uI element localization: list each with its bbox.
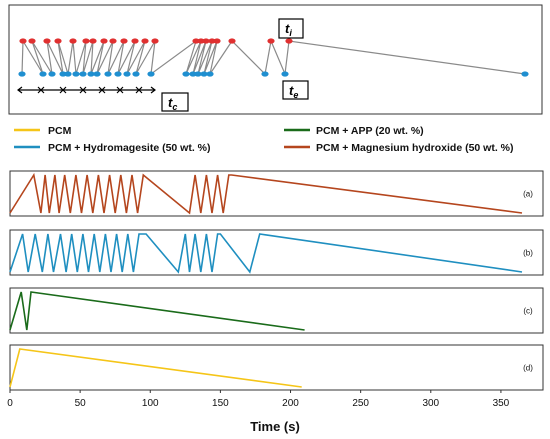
schematic-top-dot bbox=[192, 38, 200, 44]
schematic-top-dot bbox=[19, 38, 27, 44]
legend-item-pcm: PCM bbox=[14, 125, 72, 137]
schematic-top-dot bbox=[202, 38, 210, 44]
legend-label-mg-hydroxide: PCM + Magnesium hydroxide (50 wt. %) bbox=[316, 142, 514, 154]
schematic-bottom-dot bbox=[79, 71, 87, 77]
schematic-bottom-dot bbox=[123, 71, 131, 77]
schematic-frame bbox=[8, 4, 543, 115]
schematic-top-dot bbox=[43, 38, 51, 44]
tc-label: tc bbox=[168, 95, 177, 112]
schematic-top-dot bbox=[141, 38, 149, 44]
schematic-bottom-dot bbox=[147, 71, 155, 77]
schematic-top-dot bbox=[285, 38, 293, 44]
schematic-bottom-dot bbox=[64, 71, 72, 77]
schematic-bottom-dot bbox=[281, 71, 289, 77]
panel-label: (b) bbox=[523, 249, 533, 258]
ti-box bbox=[278, 18, 304, 39]
legend-item-hydromagesite: PCM + Hydromagesite (50 wt. %) bbox=[14, 142, 211, 154]
schematic-top-dot bbox=[120, 38, 128, 44]
series-line bbox=[9, 233, 523, 274]
schematic-top-dot bbox=[151, 38, 159, 44]
series-line bbox=[9, 291, 305, 331]
schematic-bottom-dot bbox=[200, 71, 208, 77]
schematic-bottom-dot bbox=[39, 71, 47, 77]
schematic-top-dot bbox=[213, 38, 221, 44]
schematic-top-dot bbox=[28, 38, 36, 44]
x-tick-label: 0 bbox=[7, 398, 13, 409]
te-label: te bbox=[289, 83, 298, 100]
x-axis: 0 50 100 150 200 250 300 350 bbox=[7, 390, 510, 409]
ti-label: ti bbox=[285, 21, 292, 38]
x-tick-label: 50 bbox=[75, 398, 87, 409]
schematic-bottom-dot bbox=[114, 71, 122, 77]
series-line bbox=[9, 172, 523, 215]
legend-label-hydromagesite: PCM + Hydromagesite (50 wt. %) bbox=[48, 142, 211, 154]
schematic-top-dot bbox=[228, 38, 236, 44]
legend-item-app: PCM + APP (20 wt. %) bbox=[284, 125, 424, 137]
x-tick-label: 300 bbox=[422, 398, 439, 409]
schematic-top-dot bbox=[54, 38, 62, 44]
schematic-bottom-dot bbox=[132, 71, 140, 77]
tc-box bbox=[161, 92, 189, 112]
schematic-top-dot bbox=[208, 38, 216, 44]
schematic-bottom-dot bbox=[87, 71, 95, 77]
schematic-top-dot bbox=[82, 38, 90, 44]
schematic-top-dot bbox=[109, 38, 117, 44]
panel-2: (b) bbox=[9, 229, 544, 276]
schematic-bottom-dot bbox=[261, 71, 269, 77]
x-axis-title: Time (s) bbox=[250, 419, 300, 434]
x-tick-label: 150 bbox=[212, 398, 229, 409]
schematic-bottom-dot bbox=[194, 71, 202, 77]
schematic-bottom-dot bbox=[189, 71, 197, 77]
schematic-bottom-dot bbox=[182, 71, 190, 77]
x-tick-label: 200 bbox=[282, 398, 299, 409]
legend-label-app: PCM + APP (20 wt. %) bbox=[316, 125, 424, 137]
te-box bbox=[282, 80, 309, 100]
schematic-top-dot bbox=[197, 38, 205, 44]
schematic-bottom-dot bbox=[206, 71, 214, 77]
schematic-zigzag bbox=[21, 38, 526, 77]
panel-4: (d) bbox=[9, 344, 544, 391]
panel-frame bbox=[9, 344, 544, 391]
legend: PCM PCM + APP (20 wt. %) PCM + Hydromage… bbox=[14, 125, 514, 154]
schematic-top-dot bbox=[131, 38, 139, 44]
legend-item-mg-hydroxide: PCM + Magnesium hydroxide (50 wt. %) bbox=[284, 142, 514, 154]
x-tick-label: 250 bbox=[352, 398, 369, 409]
panel-label: (c) bbox=[523, 307, 533, 316]
schematic-bottom-dot bbox=[93, 71, 101, 77]
panel-3: (c) bbox=[9, 287, 544, 334]
x-tick-label: 100 bbox=[142, 398, 159, 409]
schematic-top-dot bbox=[267, 38, 275, 44]
legend-label-pcm: PCM bbox=[48, 125, 72, 137]
chart-panels: (a) (b) (c) (d) bbox=[9, 170, 544, 391]
panel-1: (a) bbox=[9, 170, 544, 217]
schematic-bottom-dot bbox=[104, 71, 112, 77]
schematic-top-dot bbox=[69, 38, 77, 44]
panel-frame bbox=[9, 170, 544, 217]
schematic-bottom-dot bbox=[18, 71, 26, 77]
schematic-bottom-dot bbox=[72, 71, 80, 77]
panel-frame bbox=[9, 229, 544, 276]
schematic-bottom-dot bbox=[59, 71, 67, 77]
panel-label: (a) bbox=[523, 190, 533, 199]
x-tick-label: 350 bbox=[493, 398, 510, 409]
panel-frame bbox=[9, 287, 544, 334]
schematic-bottom-dot bbox=[48, 71, 56, 77]
schematic-path bbox=[21, 38, 526, 77]
schematic: tc ti te bbox=[8, 4, 543, 115]
schematic-end-dot bbox=[521, 71, 529, 77]
schematic-top-dot bbox=[100, 38, 108, 44]
series-line bbox=[9, 348, 302, 388]
panel-label: (d) bbox=[523, 364, 533, 373]
schematic-dots bbox=[18, 38, 529, 77]
schematic-top-dot bbox=[89, 38, 97, 44]
cycle-arrows bbox=[17, 86, 156, 94]
